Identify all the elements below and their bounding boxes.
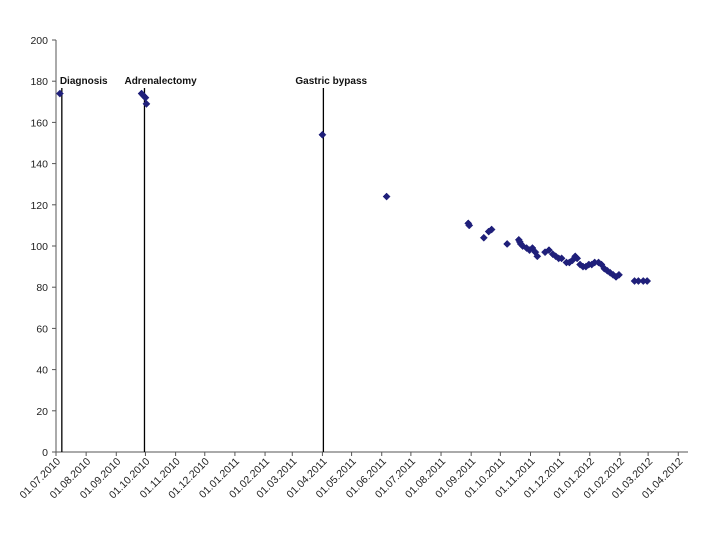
event-label: Gastric bypass	[295, 76, 367, 87]
y-tick-label: 160	[30, 117, 48, 129]
data-point	[503, 239, 512, 248]
x-axis-ticks: 01.07.201001.08.201001.09.201001.10.2010…	[17, 452, 686, 501]
y-tick-label: 80	[36, 282, 48, 294]
y-tick-label: 0	[42, 447, 48, 459]
data-point	[643, 277, 652, 285]
y-axis-ticks: 0 20 40 60 80 100 120 140 160 180 200	[30, 35, 56, 459]
data-point	[545, 246, 553, 255]
event-label: Adrenalectomy	[124, 76, 197, 87]
y-tick-label: 100	[30, 241, 48, 253]
y-tick-label: 60	[36, 323, 48, 335]
chart-axes	[55, 40, 688, 453]
y-tick-label: 20	[36, 406, 48, 418]
data-point	[318, 130, 327, 139]
data-point	[557, 254, 566, 263]
data-point	[487, 225, 496, 234]
y-tick-label: 120	[30, 200, 48, 212]
data-points	[55, 89, 652, 285]
data-point	[55, 89, 64, 98]
data-point	[479, 233, 488, 242]
y-tick-label: 180	[30, 76, 48, 88]
data-point	[615, 270, 623, 279]
event-label: Diagnosis	[60, 76, 108, 87]
data-point	[465, 221, 474, 230]
y-tick-label: 200	[30, 35, 48, 47]
data-point	[573, 254, 582, 263]
event-markers: Diagnosis Adrenalectomy Gastric bypass	[60, 76, 368, 452]
y-tick-label: 140	[30, 159, 48, 171]
data-point	[142, 99, 151, 108]
data-point	[382, 192, 391, 201]
data-point	[533, 252, 542, 261]
y-tick-label: 40	[36, 365, 48, 377]
data-point	[518, 242, 527, 250]
